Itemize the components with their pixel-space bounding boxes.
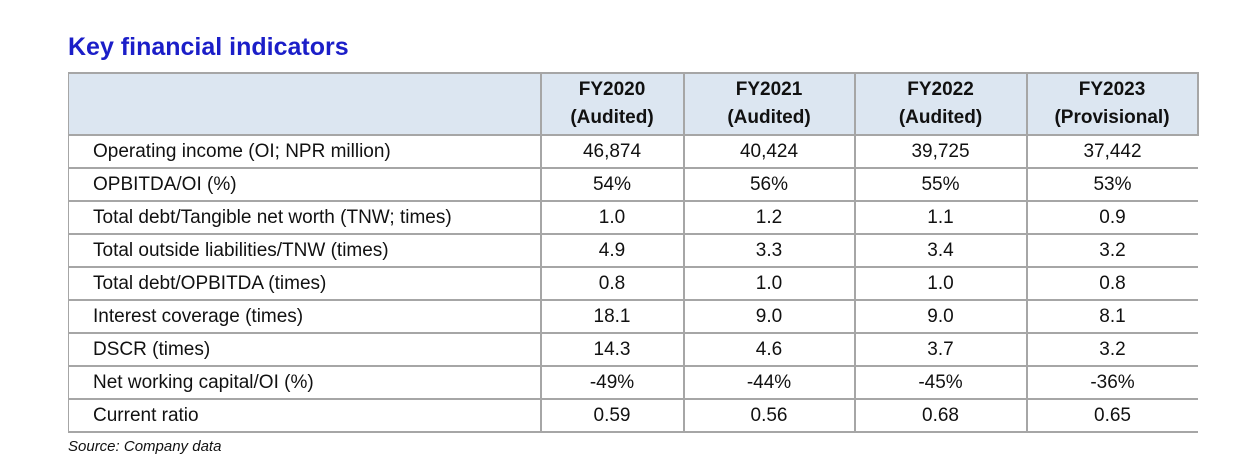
cell-value: 3.2: [1025, 333, 1198, 367]
column-header-fy2022: FY2022 (Audited): [853, 72, 1027, 136]
column-header-fy2021: FY2021 (Audited): [682, 72, 855, 136]
cell-value: 3.4: [853, 234, 1027, 268]
key-financial-indicators-table: FY2020 (Audited) FY2021 (Audited) FY2022…: [68, 72, 1199, 433]
cell-value: -44%: [682, 366, 855, 400]
column-header-fy2020: FY2020 (Audited): [539, 72, 684, 136]
source-note: Source: Company data: [68, 438, 222, 455]
cell-value: 3.7: [853, 333, 1027, 367]
cell-value: -36%: [1025, 366, 1198, 400]
cell-value: 40,424: [682, 135, 855, 169]
table-row: Total outside liabilities/TNW (times) 4.…: [68, 234, 1198, 268]
cell-value: 9.0: [853, 300, 1027, 334]
cell-value: 0.68: [853, 399, 1027, 433]
row-label: Current ratio: [68, 399, 541, 433]
cell-value: 39,725: [853, 135, 1027, 169]
cell-value: 0.8: [539, 267, 684, 301]
cell-value: 0.65: [1025, 399, 1198, 433]
row-label: Net working capital/OI (%): [68, 366, 541, 400]
column-status: (Provisional): [1054, 107, 1170, 128]
cell-value: 4.6: [682, 333, 855, 367]
row-label: Total debt/Tangible net worth (TNW; time…: [68, 201, 541, 235]
cell-value: 0.59: [539, 399, 684, 433]
column-year: FY2021: [735, 79, 803, 100]
cell-value: 46,874: [539, 135, 684, 169]
cell-value: 1.1: [853, 201, 1027, 235]
table-row: Interest coverage (times) 18.1 9.0 9.0 8…: [68, 300, 1198, 334]
row-label: Operating income (OI; NPR million): [68, 135, 541, 169]
cell-value: 0.8: [1025, 267, 1198, 301]
cell-value: -49%: [539, 366, 684, 400]
cell-value: 1.0: [853, 267, 1027, 301]
table-row: Net working capital/OI (%) -49% -44% -45…: [68, 366, 1198, 400]
column-status: (Audited): [570, 107, 654, 128]
table-row: DSCR (times) 14.3 4.6 3.7 3.2: [68, 333, 1198, 367]
column-year: FY2020: [578, 79, 646, 100]
cell-value: 3.3: [682, 234, 855, 268]
column-year: FY2023: [1078, 79, 1146, 100]
row-label: Total outside liabilities/TNW (times): [68, 234, 541, 268]
cell-value: 1.2: [682, 201, 855, 235]
cell-value: 0.56: [682, 399, 855, 433]
cell-value: 9.0: [682, 300, 855, 334]
row-label: Interest coverage (times): [68, 300, 541, 334]
table-row: Current ratio 0.59 0.56 0.68 0.65: [68, 399, 1198, 433]
cell-value: 18.1: [539, 300, 684, 334]
row-label: Total debt/OPBITDA (times): [68, 267, 541, 301]
cell-value: -45%: [853, 366, 1027, 400]
column-year: FY2022: [907, 79, 974, 100]
cell-value: 4.9: [539, 234, 684, 268]
cell-value: 55%: [853, 168, 1027, 202]
cell-value: 3.2: [1025, 234, 1198, 268]
cell-value: 0.9: [1025, 201, 1198, 235]
page-title: Key financial indicators: [68, 33, 349, 61]
cell-value: 37,442: [1025, 135, 1198, 169]
row-label: DSCR (times): [68, 333, 541, 367]
table-row: Operating income (OI; NPR million) 46,87…: [68, 135, 1198, 169]
row-label: OPBITDA/OI (%): [68, 168, 541, 202]
cell-value: 53%: [1025, 168, 1198, 202]
table-header: FY2020 (Audited) FY2021 (Audited) FY2022…: [68, 72, 1199, 136]
cell-value: 1.0: [539, 201, 684, 235]
header-corner-cell: [68, 72, 541, 136]
column-status: (Audited): [727, 107, 811, 128]
table-body: Operating income (OI; NPR million) 46,87…: [68, 135, 1198, 433]
table-row: OPBITDA/OI (%) 54% 56% 55% 53%: [68, 168, 1198, 202]
table-row: Total debt/OPBITDA (times) 0.8 1.0 1.0 0…: [68, 267, 1198, 301]
cell-value: 54%: [539, 168, 684, 202]
cell-value: 56%: [682, 168, 855, 202]
column-status: (Audited): [898, 107, 983, 128]
cell-value: 8.1: [1025, 300, 1198, 334]
cell-value: 14.3: [539, 333, 684, 367]
table-row: Total debt/Tangible net worth (TNW; time…: [68, 201, 1198, 235]
header-row: FY2020 (Audited) FY2021 (Audited) FY2022…: [68, 72, 1199, 136]
cell-value: 1.0: [682, 267, 855, 301]
report-page: Key financial indicators FY2020 (Audited…: [68, 33, 1199, 455]
column-header-fy2023: FY2023 (Provisional): [1025, 72, 1199, 136]
